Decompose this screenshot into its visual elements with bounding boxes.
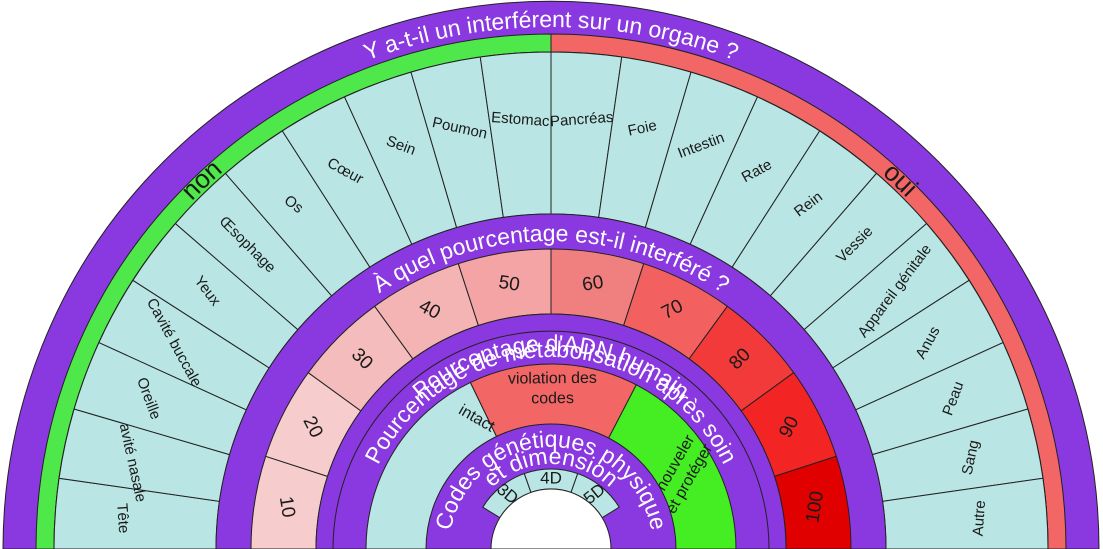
organ-label: Tête	[113, 503, 132, 534]
percent-label: 60	[581, 272, 605, 296]
metabolisation-label: violation des	[508, 370, 597, 388]
dimension-label: 4D	[540, 468, 562, 487]
percent-label: 10	[275, 495, 299, 519]
metabolisation-label-line2: codes	[531, 390, 574, 407]
organ-label: Foie	[626, 117, 658, 140]
organ-label: Estomac	[491, 109, 551, 130]
organ-label: Autre	[970, 500, 990, 537]
percent-label: 50	[497, 272, 521, 296]
organ-label: Pancréas	[549, 109, 613, 130]
center-hole	[490, 488, 612, 549]
metabolisation-label-group: violation des codes	[508, 370, 597, 408]
percent-label: 100	[802, 490, 828, 525]
